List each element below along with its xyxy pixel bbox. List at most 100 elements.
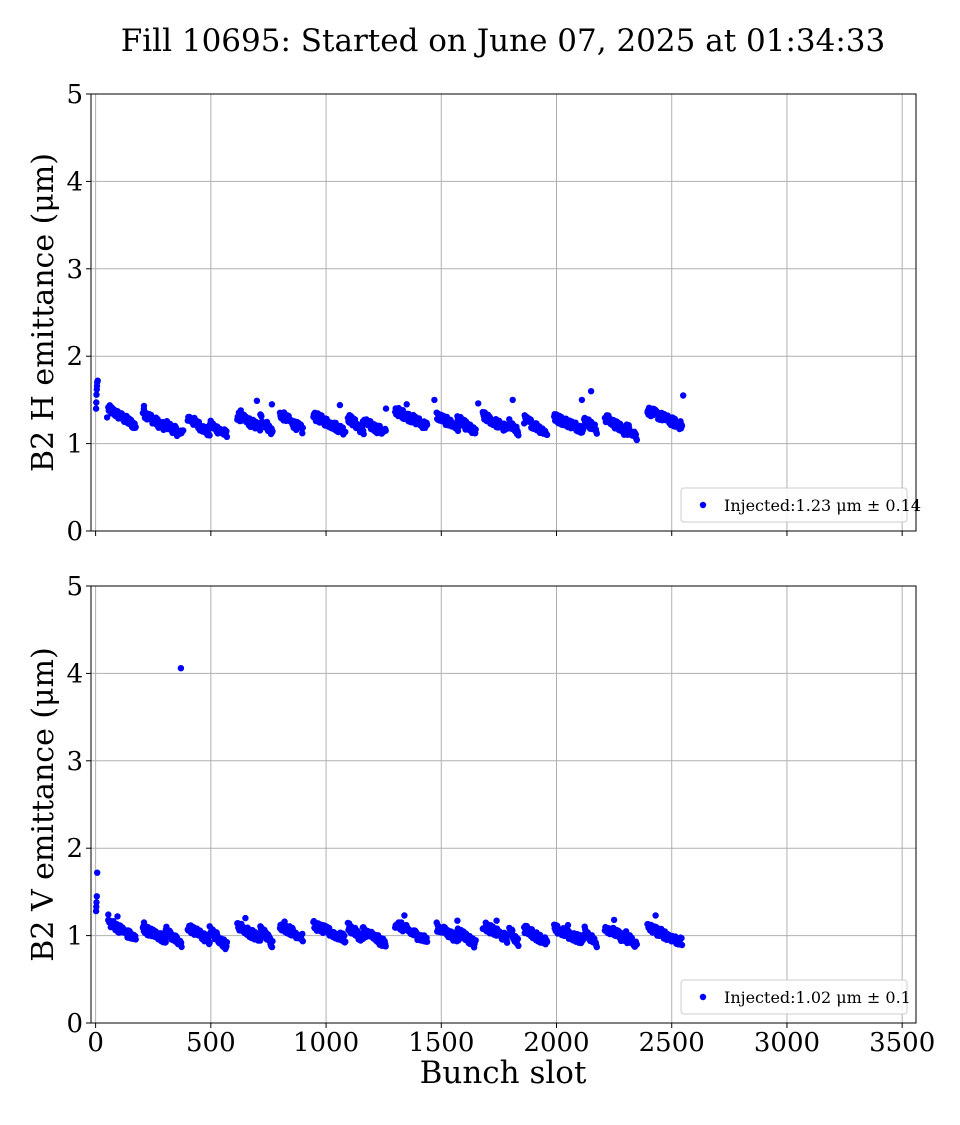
h-data-point: [633, 436, 640, 444]
v-data-point: [610, 916, 618, 924]
h-legend-label: Injected:1.23 μm ± 0.14: [724, 496, 921, 515]
h-data-point: [268, 401, 276, 408]
h-data-point: [94, 377, 101, 384]
h-data-point: [678, 422, 686, 430]
h-emittance-panel: 0 1 2 3 4 5 B2 H emittance (μm) Injected:1.23 μ…: [26, 80, 921, 547]
h-data-point: [92, 405, 100, 412]
v-y-tick-label: 2: [66, 834, 83, 864]
v-legend-label: Injected:1.02 μm ± 0.1: [724, 988, 911, 1007]
h-data-point: [382, 405, 390, 412]
h-legend: Injected:1.23 μm ± 0.14: [680, 487, 921, 523]
v-data-point: [401, 912, 408, 919]
v-data-point: [206, 939, 213, 946]
h-data-point: [103, 414, 111, 421]
h-data-point: [93, 399, 100, 406]
h-data-point: [680, 392, 687, 399]
v-data-point: [268, 943, 276, 951]
v-data-point: [342, 938, 349, 945]
v-data-point: [93, 899, 100, 906]
v-data-point: [345, 920, 353, 927]
v-data-point: [140, 919, 148, 926]
h-data-point: [399, 407, 406, 414]
h-data-point: [360, 430, 367, 438]
h-data-point: [140, 402, 148, 410]
v-data-point: [105, 911, 112, 918]
h-y-tick-label: 4: [66, 167, 83, 197]
v-data-point: [543, 938, 551, 946]
h-data-point: [587, 388, 595, 395]
h-data-point: [593, 430, 600, 437]
x-axis-label: Bunch slot: [420, 1055, 587, 1091]
h-data-point: [431, 396, 438, 404]
h-y-tick-label: 5: [66, 80, 83, 110]
h-data-point: [342, 428, 349, 436]
v-x-tick-label: 1000: [293, 1028, 359, 1058]
h-data-point: [223, 433, 231, 440]
v-plot-frame: [90, 585, 917, 1024]
v-data-point: [593, 943, 600, 951]
v-data-point: [299, 938, 306, 945]
h-y-tick-label: 2: [66, 342, 83, 372]
v-y-tick-label: 1: [66, 922, 83, 952]
h-data-point: [258, 413, 265, 420]
v-y-tick-label: 5: [66, 572, 83, 602]
v-x-tick-label: 3000: [754, 1028, 820, 1058]
v-legend-marker: [699, 993, 707, 1001]
h-data-point: [472, 426, 479, 433]
h-data-point: [223, 428, 230, 435]
v-y-tick-label: 3: [66, 747, 83, 777]
v-x-tick-label: 3500: [869, 1028, 935, 1058]
h-data-point: [237, 407, 244, 414]
v-x-tick-label: 2500: [639, 1028, 705, 1058]
v-data-point: [223, 939, 231, 946]
v-y-axis-label: B2 V emittance (μm): [26, 647, 61, 961]
h-data-point: [93, 391, 100, 398]
v-data-point: [382, 943, 389, 950]
v-data-point: [515, 942, 522, 949]
chart-title: Fill 10695: Started on June 07, 2025 at …: [121, 23, 885, 59]
v-legend: Injected:1.02 μm ± 0.1: [680, 979, 911, 1015]
v-data-point: [299, 930, 306, 938]
v-x-tick-label: 1500: [408, 1028, 474, 1058]
h-y-tick-label: 0: [66, 517, 83, 547]
h-data-point: [509, 396, 516, 404]
v-data-point: [132, 936, 139, 943]
h-data-point: [269, 428, 276, 435]
h-data-point: [253, 397, 261, 404]
h-data-point: [256, 427, 264, 434]
v-data-point: [94, 869, 101, 876]
v-data-point: [454, 917, 461, 924]
h-y-tick-label: 1: [66, 430, 83, 460]
h-data-point: [132, 423, 139, 431]
v-data-point: [177, 665, 185, 672]
h-plot-frame: [90, 93, 917, 532]
v-x-tick-label: 500: [186, 1028, 236, 1058]
h-data-point: [543, 431, 551, 438]
v-x-tick-label: 2000: [523, 1028, 589, 1058]
v-data-point: [423, 938, 431, 945]
v-data-point: [162, 938, 169, 946]
v-data-point: [242, 914, 249, 922]
h-y-axis-label: B2 H emittance (μm): [26, 153, 61, 472]
v-y-tick-label: 4: [66, 659, 83, 689]
v-data-point: [493, 917, 500, 924]
h-data-point: [515, 432, 522, 439]
v-data-point: [269, 938, 276, 945]
v-data-point: [114, 913, 121, 920]
h-data-point: [336, 401, 344, 409]
h-scatter-series: [92, 377, 687, 444]
h-data-point: [180, 427, 187, 434]
v-data-point: [564, 921, 572, 929]
v-data-point: [178, 943, 185, 951]
h-data-point: [403, 401, 410, 408]
h-data-point: [423, 421, 431, 428]
v-data-point: [633, 941, 640, 948]
v-x-tick-label: 0: [87, 1028, 104, 1058]
h-data-point: [382, 427, 389, 434]
h-data-point: [299, 424, 306, 431]
v-data-point: [472, 937, 479, 944]
v-data-point: [281, 918, 288, 925]
h-data-point: [206, 432, 213, 439]
